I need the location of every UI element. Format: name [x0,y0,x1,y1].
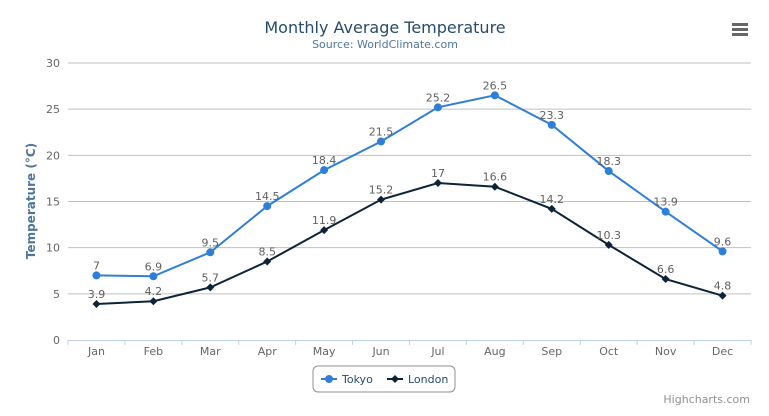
x-tick-label: Feb [144,345,163,358]
data-point [320,226,329,235]
data-label: 9.5 [202,236,220,249]
x-tick-label: Mar [200,345,221,358]
series-tokyo: 7 6.9 9.5 14.5 18.4 21.5 25.2 26.5 23.3 18.3 13.9 9… [92,79,732,281]
legend-item-london[interactable]: London [387,373,448,386]
data-label: 25.2 [426,91,451,104]
data-label: 26.5 [483,79,508,92]
data-label: 7 [93,259,100,272]
legend-label: London [408,373,448,386]
data-label: 14.2 [540,193,565,206]
data-label: 6.6 [657,263,675,276]
data-label: 3.9 [88,288,106,301]
x-tick-label: Sep [541,345,562,358]
x-tick-label: Jul [430,345,444,358]
data-point [490,91,499,100]
data-point [206,283,215,292]
credits-link[interactable]: Highcharts.com [663,393,750,406]
y-tick-label: 0 [53,334,60,347]
data-label: 14.5 [255,190,280,203]
data-label: 10.3 [596,229,621,242]
x-tick-label: Nov [655,345,677,358]
y-tick-label: 25 [46,103,60,116]
x-tick-label: Apr [258,345,278,358]
data-label: 8.5 [258,246,276,259]
legend: Tokyo London [312,365,456,393]
series-line [96,182,723,305]
data-point [718,291,727,300]
data-label: 18.3 [596,155,621,168]
data-point [377,137,386,146]
data-label: 5.7 [202,271,220,284]
data-point [325,375,333,383]
x-tick-label: Jun [371,345,389,358]
data-label: 21.5 [369,125,394,138]
x-tick-label: Jan [87,345,105,358]
y-axis-title: Temperature (°C) [24,143,38,259]
data-point [391,375,399,383]
legend-label: Tokyo [341,373,373,386]
data-point [263,257,272,266]
data-point [149,297,158,306]
data-point [490,182,499,191]
data-point [263,202,272,211]
data-label: 13.9 [653,196,678,209]
data-label: 6.9 [145,260,163,273]
data-point [661,207,670,216]
y-tick-label: 15 [46,196,60,209]
x-tick-label: May [313,345,336,358]
data-label: 4.8 [714,280,732,293]
data-label: 9.6 [714,235,732,248]
series-london: 3.9 4.2 5.7 8.5 11.9 15.2 17 16.6 14.2 10.3 6.6 4.8 [88,167,732,308]
data-point [433,179,442,188]
data-point [92,299,101,308]
chart-subtitle: Source: WorldClimate.com [312,38,458,51]
data-point [149,272,158,281]
x-tick-label: Aug [484,345,505,358]
data-point [206,248,215,257]
chart-title: Monthly Average Temperature [264,18,505,37]
y-tick-label: 20 [46,149,60,162]
data-point [320,166,329,175]
series-line [96,94,724,278]
data-point [547,120,556,129]
data-label: 23.3 [540,109,565,122]
legend-item-tokyo[interactable]: Tokyo [321,373,373,386]
data-point [604,167,613,176]
data-label: 4.2 [145,285,163,298]
y-tick-label: 30 [46,57,60,70]
data-point [377,195,386,204]
data-point [661,275,670,284]
data-label: 11.9 [312,214,337,227]
data-label: 17 [431,167,445,180]
x-tick-label: Dec [712,345,733,358]
data-point [604,240,613,249]
data-point [433,103,442,112]
data-label: 15.2 [369,184,394,197]
y-tick-label: 5 [53,288,60,301]
data-point [92,271,101,280]
hamburger-menu-icon[interactable] [732,23,748,36]
data-point [718,247,727,256]
data-label: 18.4 [312,154,337,167]
y-tick-label: 10 [46,242,60,255]
data-point [547,204,556,213]
data-label: 16.6 [483,171,508,184]
x-tick-label: Oct [599,345,619,358]
